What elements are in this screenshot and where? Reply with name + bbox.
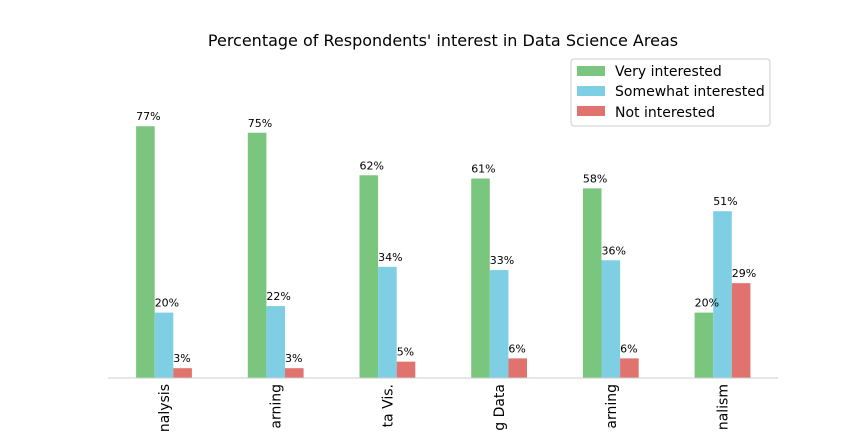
bar-value-label-data-journalism-very-interested: 20%: [695, 297, 719, 310]
legend-swatch-very-interested: [577, 66, 605, 76]
legend: Very interested Somewhat interested Not …: [570, 58, 771, 127]
bar-data-journalism-somewhat-interested: [713, 211, 732, 378]
bar-value-label-data-vis--very-interested: 62%: [360, 159, 384, 172]
bar-value-label-big-data-very-interested: 61%: [471, 163, 495, 176]
legend-label-not-interested: Not interested: [615, 105, 715, 121]
bar-deep-learning-not-interested: [620, 358, 639, 378]
legend-swatch-somewhat-interested: [577, 86, 605, 96]
bar-value-label-data-vis--not-interested: 5%: [397, 346, 414, 359]
bar-value-label-machine-learning-not-interested: 3%: [285, 352, 302, 365]
bar-data-journalism-very-interested: [694, 312, 714, 378]
bar-deep-learning-somewhat-interested: [601, 260, 621, 378]
bar-data-vis--very-interested: [359, 175, 379, 378]
bars-group: [136, 126, 751, 379]
bar-data-journalism-not-interested: [731, 283, 751, 378]
x-tick-label-data-analysis: nalysis: [157, 384, 173, 432]
bar-data-analysis-somewhat-interested: [154, 312, 174, 378]
bar-data-vis--somewhat-interested: [378, 266, 397, 378]
bar-value-label-data-journalism-not-interested: 29%: [732, 267, 756, 280]
x-tick-label-data-vis-: ta Vis.: [380, 384, 396, 427]
bar-labels-group: 77% 20% 3% 75% 22% 3% 62% 34% 5% 61% 33% 6% 58% 36% 6%…: [136, 110, 756, 365]
bar-value-label-data-journalism-somewhat-interested: 51%: [713, 195, 737, 208]
bar-big-data-somewhat-interested: [489, 270, 509, 378]
x-tick-label-deep-learning: arning: [604, 384, 620, 429]
bar-machine-learning-very-interested: [247, 132, 267, 378]
legend-box: [570, 58, 771, 127]
bar-big-data-very-interested: [471, 178, 490, 378]
bar-value-label-data-analysis-not-interested: 3%: [173, 352, 190, 365]
bar-machine-learning-somewhat-interested: [266, 306, 285, 378]
bar-data-vis--not-interested: [396, 361, 416, 378]
legend-swatch-not-interested: [577, 106, 605, 116]
chart-title: Percentage of Respondents' interest in D…: [208, 31, 678, 50]
bar-value-label-big-data-not-interested: 6%: [508, 342, 525, 355]
bar-value-label-deep-learning-very-interested: 58%: [583, 172, 607, 185]
x-tick-labels-group: nalysis arning ta Vis. g Data arning nalism: [157, 384, 732, 432]
bar-deep-learning-very-interested: [582, 188, 602, 378]
bar-value-label-big-data-somewhat-interested: 33%: [490, 254, 514, 267]
legend-label-very-interested: Very interested: [615, 64, 722, 80]
bar-value-label-data-analysis-very-interested: 77%: [136, 110, 160, 123]
bar-value-label-machine-learning-somewhat-interested: 22%: [266, 290, 290, 303]
legend-label-somewhat-interested: Somewhat interested: [615, 84, 765, 100]
bar-value-label-data-vis--somewhat-interested: 34%: [378, 251, 402, 264]
x-tick-label-machine-learning: arning: [269, 384, 285, 429]
bar-value-label-deep-learning-not-interested: 6%: [620, 342, 637, 355]
bar-value-label-data-analysis-somewhat-interested: 20%: [155, 297, 179, 310]
bar-value-label-machine-learning-very-interested: 75%: [248, 117, 272, 130]
bar-data-analysis-very-interested: [136, 126, 155, 379]
x-tick-label-data-journalism: nalism: [716, 384, 732, 430]
bar-big-data-not-interested: [508, 358, 527, 378]
bar-machine-learning-not-interested: [285, 368, 304, 378]
x-tick-label-big-data: g Data: [492, 384, 508, 431]
bar-value-label-deep-learning-somewhat-interested: 36%: [602, 244, 626, 257]
bar-data-analysis-not-interested: [173, 368, 192, 378]
